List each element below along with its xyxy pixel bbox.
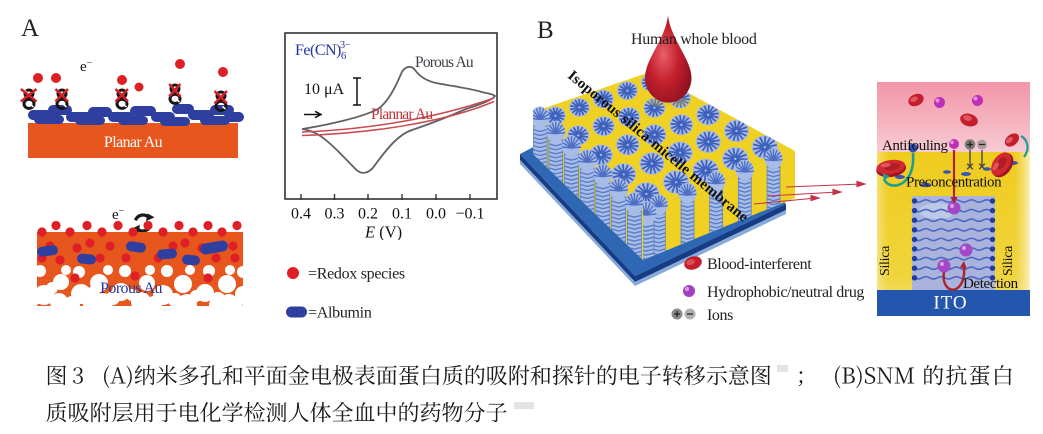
svg-text:Hydrophobic/neutral drug: Hydrophobic/neutral drug bbox=[707, 284, 864, 301]
svg-text:=Albumin: =Albumin bbox=[308, 305, 372, 322]
svg-text:Detection: Detection bbox=[963, 276, 1019, 292]
svg-text:Silica: Silica bbox=[1001, 245, 1016, 276]
svg-text:Plannar Au: Plannar Au bbox=[371, 106, 433, 123]
svg-text:Porous Au: Porous Au bbox=[415, 54, 474, 71]
svg-text:0.0: 0.0 bbox=[426, 206, 446, 223]
svg-text:0.3: 0.3 bbox=[325, 206, 345, 223]
svg-text:Porous Au: Porous Au bbox=[100, 280, 162, 297]
svg-text:0.1: 0.1 bbox=[392, 206, 412, 223]
svg-text:Antifouling: Antifouling bbox=[882, 138, 948, 154]
svg-text:Blood-interferent: Blood-interferent bbox=[707, 256, 812, 273]
svg-text:0.4: 0.4 bbox=[291, 206, 311, 223]
svg-text:Preconcentration: Preconcentration bbox=[906, 175, 1002, 191]
svg-text:−0.1: −0.1 bbox=[455, 206, 484, 223]
svg-text:ITO: ITO bbox=[933, 293, 967, 314]
svg-text:Planar Au: Planar Au bbox=[104, 134, 163, 151]
svg-text:10 μA: 10 μA bbox=[304, 81, 345, 98]
svg-text:0.2: 0.2 bbox=[358, 206, 378, 223]
svg-text:e−: e− bbox=[80, 58, 93, 75]
svg-text:E (V): E (V) bbox=[364, 223, 402, 241]
svg-text:Fe(CN)63−: Fe(CN)63− bbox=[295, 40, 351, 62]
svg-text:Ions: Ions bbox=[707, 307, 733, 324]
svg-text:=Redox species: =Redox species bbox=[308, 266, 405, 283]
svg-text:e−: e− bbox=[112, 206, 125, 223]
svg-text:Silica: Silica bbox=[878, 245, 893, 276]
